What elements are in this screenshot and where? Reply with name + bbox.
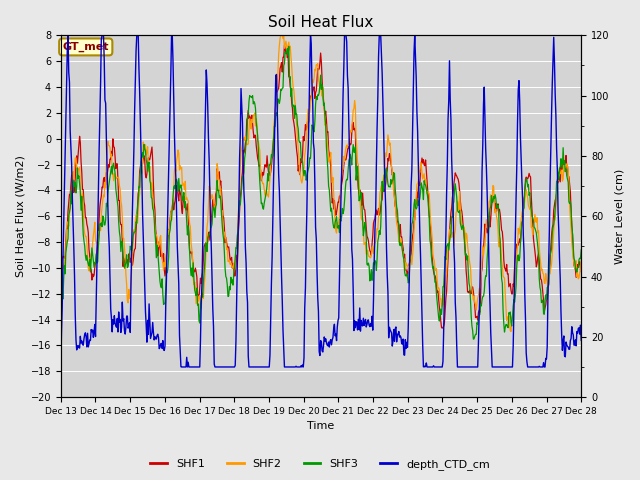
SHF2 <box>57 283 65 288</box>
SHF3 <box>285 44 292 49</box>
Y-axis label: Soil Heat Flux (W/m2): Soil Heat Flux (W/m2) <box>15 156 25 277</box>
depth_CTD_cm <box>577 337 585 343</box>
Title: Soil Heat Flux: Soil Heat Flux <box>268 15 374 30</box>
depth_CTD_cm <box>64 33 72 38</box>
depth_CTD_cm <box>201 138 209 144</box>
SHF1 <box>280 42 288 48</box>
SHF1 <box>57 271 65 276</box>
Y-axis label: Water Level (cm): Water Level (cm) <box>615 168 625 264</box>
Text: GT_met: GT_met <box>63 42 109 52</box>
depth_CTD_cm <box>57 364 65 370</box>
SHF2 <box>67 204 74 210</box>
SHF3 <box>173 177 180 182</box>
SHF3 <box>200 269 208 275</box>
SHF3 <box>120 258 127 264</box>
SHF3 <box>400 256 408 262</box>
SHF3 <box>577 247 585 252</box>
SHF1 <box>120 255 127 261</box>
SHF1 <box>577 268 585 274</box>
SHF2 <box>385 137 392 143</box>
Line: SHF2: SHF2 <box>61 36 581 331</box>
SHF2 <box>400 259 408 265</box>
SHF2 <box>200 283 208 289</box>
Legend: SHF1, SHF2, SHF3, depth_CTD_cm: SHF1, SHF2, SHF3, depth_CTD_cm <box>146 455 494 474</box>
Line: SHF3: SHF3 <box>61 47 581 339</box>
SHF3 <box>57 294 65 300</box>
depth_CTD_cm <box>67 146 75 152</box>
X-axis label: Time: Time <box>307 421 335 432</box>
SHF2 <box>173 157 180 163</box>
SHF2 <box>577 257 585 263</box>
SHF1 <box>385 158 392 164</box>
depth_CTD_cm <box>400 352 408 358</box>
depth_CTD_cm <box>173 244 181 250</box>
SHF1 <box>200 244 208 250</box>
Line: SHF1: SHF1 <box>61 45 581 328</box>
SHF1 <box>67 192 74 197</box>
SHF3 <box>385 184 392 190</box>
SHF2 <box>277 33 285 38</box>
SHF3 <box>67 205 74 211</box>
SHF3 <box>470 336 477 342</box>
SHF2 <box>120 236 127 241</box>
Line: depth_CTD_cm: depth_CTD_cm <box>61 36 581 367</box>
depth_CTD_cm <box>120 328 128 334</box>
SHF1 <box>173 183 180 189</box>
depth_CTD_cm <box>385 335 392 341</box>
SHF1 <box>438 325 446 331</box>
SHF1 <box>400 256 408 262</box>
SHF2 <box>507 328 515 334</box>
